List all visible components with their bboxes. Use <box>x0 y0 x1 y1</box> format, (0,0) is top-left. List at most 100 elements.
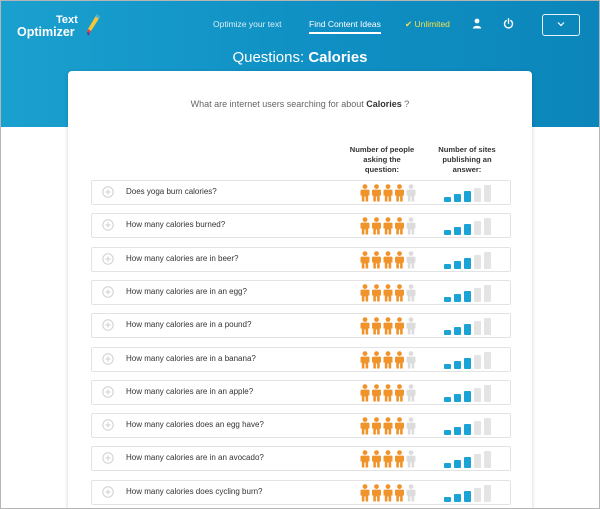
person-icon <box>406 284 416 302</box>
question-row[interactable]: How many calories are in a pound? <box>91 313 511 339</box>
question-row[interactable]: How many calories does an egg have? <box>91 413 511 439</box>
person-icon <box>406 250 416 269</box>
site-bar <box>444 330 451 336</box>
question-row[interactable]: How many calories does cycling burn? <box>91 479 511 505</box>
site-bar <box>484 484 491 502</box>
logo-text-line2: Optimizer <box>17 25 75 39</box>
site-bar <box>474 188 481 202</box>
person-icon <box>360 417 370 435</box>
plus-circle-icon[interactable] <box>102 252 114 265</box>
person-icon <box>395 284 404 302</box>
person-icon <box>395 417 404 435</box>
page-title-prefix: Questions: <box>232 49 309 66</box>
people-rating <box>360 417 416 435</box>
question-row[interactable]: How many calories are in an egg? <box>91 279 511 305</box>
plus-circle-icon[interactable] <box>102 286 114 298</box>
question-text: How many calories does cycling burn? <box>126 486 263 496</box>
question-text: How many calories are in a banana? <box>126 353 256 363</box>
person-icon <box>395 450 404 468</box>
site-bar <box>484 351 491 369</box>
plus-circle-icon[interactable] <box>102 452 114 465</box>
site-bar <box>464 357 471 369</box>
site-bar <box>464 257 471 269</box>
pen-icon <box>87 14 100 36</box>
site-bar <box>484 318 491 336</box>
nav-unlimited[interactable]: ✔ Unlimited <box>405 19 450 29</box>
people-rating <box>360 284 416 302</box>
people-rating <box>360 217 416 235</box>
user-icon[interactable] <box>472 18 482 29</box>
nav-find-content-ideas[interactable]: Find Content Ideas <box>309 19 381 34</box>
plus-circle-icon[interactable] <box>102 219 114 231</box>
site-bar <box>464 191 471 202</box>
person-icon <box>383 217 393 235</box>
site-bar <box>464 290 471 302</box>
site-bar <box>474 287 481 302</box>
question-text: How many calories are in a pound? <box>126 320 252 330</box>
subtitle-suffix: ? <box>401 99 410 109</box>
site-bar <box>454 393 461 402</box>
site-bar <box>474 354 481 369</box>
question-row[interactable]: How many calories are in a banana? <box>91 346 511 372</box>
person-icon <box>406 317 416 335</box>
person-icon <box>383 383 393 402</box>
text-optimizer-logo[interactable]: Text Optimizer <box>17 13 100 45</box>
plus-circle-icon[interactable] <box>102 352 114 365</box>
plus-circle-icon[interactable] <box>102 419 114 431</box>
question-row[interactable]: How many calories burned? <box>91 213 511 239</box>
people-rating <box>360 250 416 269</box>
site-bar <box>484 185 491 202</box>
question-row[interactable]: Does yoga burn calories? <box>91 180 511 205</box>
sites-rating <box>444 484 491 502</box>
person-icon <box>383 417 393 435</box>
site-bar <box>474 254 481 269</box>
site-bar <box>464 324 471 336</box>
person-icon <box>395 483 404 502</box>
question-text: How many calories does an egg have? <box>126 420 264 430</box>
question-row[interactable]: How many calories are in an apple? <box>91 379 511 405</box>
person-icon <box>372 317 381 335</box>
plus-circle-icon[interactable] <box>102 319 114 331</box>
person-icon <box>383 184 393 202</box>
site-bar <box>454 427 461 436</box>
person-icon <box>383 483 393 502</box>
site-bar <box>464 224 471 236</box>
sites-rating <box>444 185 491 202</box>
person-icon <box>372 383 381 402</box>
person-icon <box>372 184 381 202</box>
power-icon[interactable] <box>503 18 514 29</box>
questions-card: What are internet users searching for ab… <box>68 71 532 508</box>
chevron-down-icon <box>557 22 565 27</box>
site-bar <box>444 263 451 269</box>
person-icon <box>372 450 381 468</box>
person-icon <box>395 350 404 368</box>
question-row[interactable]: How many calories are in beer? <box>91 246 511 272</box>
person-icon <box>372 217 381 235</box>
site-bar <box>484 284 491 302</box>
nav-find-label: Find Content Ideas <box>309 19 381 29</box>
people-rating <box>360 184 416 202</box>
site-bar <box>474 454 481 469</box>
person-icon <box>395 383 404 402</box>
person-icon <box>383 350 393 368</box>
people-rating <box>360 317 416 335</box>
language-dropdown[interactable] <box>542 14 580 36</box>
site-bar <box>454 260 461 269</box>
plus-circle-icon[interactable] <box>102 386 114 398</box>
plus-circle-icon[interactable] <box>102 485 114 498</box>
nav-optimize-text[interactable]: Optimize your text <box>213 19 282 29</box>
people-rating <box>360 383 416 402</box>
sites-rating <box>444 218 491 236</box>
question-row[interactable]: How many calories are in an avocado? <box>91 446 511 472</box>
person-icon <box>360 317 370 335</box>
site-bar <box>454 293 461 302</box>
site-bar <box>454 460 461 469</box>
plus-circle-icon[interactable] <box>102 186 114 198</box>
site-bar <box>444 363 451 369</box>
site-bar <box>454 360 461 369</box>
person-icon <box>372 483 381 502</box>
sites-rating <box>444 284 491 302</box>
sites-rating <box>444 384 491 402</box>
question-text: How many calories are in an egg? <box>126 286 247 296</box>
